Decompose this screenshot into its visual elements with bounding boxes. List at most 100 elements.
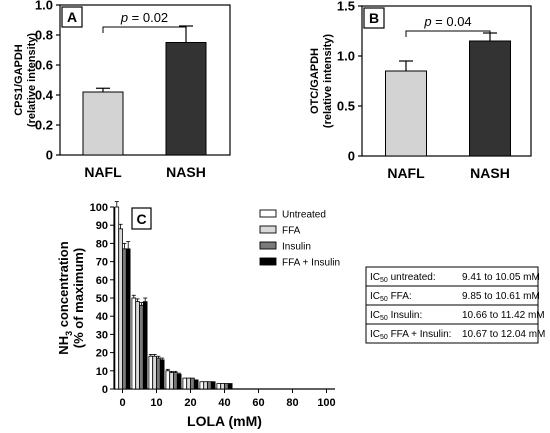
y-tick-label: 1.0 xyxy=(337,49,355,64)
bar-untreated-10 xyxy=(148,355,154,390)
x-category-label: NAFL xyxy=(387,165,425,181)
bar-insulin-10 xyxy=(156,357,161,390)
ic50-row-label: IC50 FFA: xyxy=(370,291,412,303)
bar-ffa-30 xyxy=(203,381,208,390)
ic50-row-value: 10.67 to 12.04 mM xyxy=(462,329,545,340)
ic50-row-value: 9.41 to 10.05 mM xyxy=(462,272,540,283)
ic50-row-box xyxy=(365,323,539,344)
y-axis-label-line1: CPS1/GAPDH xyxy=(13,44,25,116)
x-category-label: NASH xyxy=(166,164,206,180)
y-tick-label: 1.0 xyxy=(35,0,53,13)
legend-swatch xyxy=(259,225,277,234)
panel-letter: C xyxy=(136,211,146,227)
ic50-row-value: 9.85 to 10.61 mM xyxy=(462,291,540,302)
bar-ffa-insulin-30 xyxy=(210,381,216,390)
ic50-table: IC50 untreated: 9.41 to 10.05 mM IC50 FFA:… xyxy=(365,266,545,344)
y-tick-label: 50 xyxy=(96,293,108,305)
ic-row-name: Insulin: xyxy=(388,310,422,321)
p-value-text: = 0.04 xyxy=(432,14,472,29)
bar-ffa-insulin-0 xyxy=(125,248,131,390)
bar-untreated-20 xyxy=(182,377,188,390)
y-axis-label-line2: (relative intensity) xyxy=(322,34,334,128)
panel-letter: B xyxy=(369,10,379,26)
legend-label: Untreated xyxy=(282,210,326,221)
ic50-row-label: IC50 Insulin: xyxy=(370,310,422,322)
legend-label: FFA + Insulin xyxy=(282,258,340,269)
panel-b-chart: 0 0.5 1.0 1.5 OTC/GAPDH(relative intensity) N… xyxy=(309,0,532,181)
y-tick-label: 60 xyxy=(96,275,108,287)
ic-text: IC xyxy=(370,272,380,283)
plot-frame xyxy=(59,4,231,156)
x-tick-label: 80 xyxy=(286,397,298,409)
bar-nafl xyxy=(82,91,124,156)
legend-swatch xyxy=(259,257,277,266)
x-axis-label: LOLA (mM) xyxy=(187,413,262,429)
bar-insulin-30 xyxy=(207,381,212,390)
plot-frame xyxy=(361,5,532,157)
ic-subscript: 50 xyxy=(380,334,388,341)
bar-nash xyxy=(469,40,511,157)
bar-untreated-40 xyxy=(216,383,222,390)
x-tick-label: 40 xyxy=(218,397,230,409)
bar-ffa-10 xyxy=(152,355,157,390)
ic-text: IC xyxy=(370,291,380,302)
y-tick-label: 0.2 xyxy=(35,118,53,133)
ic-subscript: 50 xyxy=(380,296,388,303)
y-tick-label: 20 xyxy=(96,348,108,360)
p-symbol: p xyxy=(423,14,431,29)
y-tick-label: 70 xyxy=(96,257,108,269)
y-axis-label-line1: OTC/GAPDH xyxy=(309,48,321,114)
y-tick-label: 40 xyxy=(96,311,108,323)
bar-ffa-40 xyxy=(220,383,225,390)
bar-ffa-insulin-20 xyxy=(193,379,199,390)
y-axis-label-line2: (% of maximum) xyxy=(71,248,86,348)
y-axis-label: CPS1/GAPDH(relative intensity) xyxy=(13,33,38,127)
bar-ffa-insulin-5 xyxy=(142,301,148,390)
bar-insulin-5 xyxy=(139,304,144,390)
y-axis-label-subscript: 3 xyxy=(64,331,74,336)
bar-insulin-20 xyxy=(190,377,195,390)
y-tick-label: 30 xyxy=(96,329,108,341)
bar-untreated-30 xyxy=(199,381,205,390)
bar-ffa-20 xyxy=(186,377,191,390)
ic-text: IC xyxy=(370,310,380,321)
y-axis-label-rest: concentration xyxy=(56,241,71,331)
y-axis-label-nh: NH xyxy=(56,336,71,355)
bar-nash xyxy=(165,42,207,156)
y-tick-label: 100 xyxy=(90,202,108,214)
x-tick-label: 100 xyxy=(317,397,335,409)
p-symbol: p xyxy=(120,10,128,25)
bar-insulin-15 xyxy=(173,372,178,390)
ic50-row-label: IC50 FFA + Insulin: xyxy=(370,329,451,341)
y-tick-label: 80 xyxy=(96,238,108,250)
y-tick-label: 0.8 xyxy=(35,28,53,43)
x-tick-label: 10 xyxy=(150,397,162,409)
y-tick-label: 0.4 xyxy=(35,88,54,103)
x-category-label: NAFL xyxy=(84,164,122,180)
panel-a-chart: 0 0.2 0.4 0.6 0.8 1.0 CPS1/GAPDH(relative inte… xyxy=(13,0,231,180)
ic50-row-label: IC50 untreated: xyxy=(370,272,436,284)
bar-ffa-insulin-15 xyxy=(176,374,182,390)
bar-ffa-insulin-10 xyxy=(159,359,165,390)
bar-untreated-15 xyxy=(165,370,171,390)
y-tick-label: 0 xyxy=(46,148,53,163)
y-tick-label: 0 xyxy=(102,384,108,396)
y-tick-label: 0 xyxy=(348,149,355,164)
panel-c-legend: Untreated FFA Insulin FFA + Insulin xyxy=(259,210,340,269)
p-value-label: p = 0.04 xyxy=(423,14,471,29)
legend-label: FFA xyxy=(282,226,301,237)
ic-text: IC xyxy=(370,329,380,340)
panel-letter-box xyxy=(131,207,152,230)
y-axis-label-line2: (relative intensity) xyxy=(26,33,38,127)
ic50-row-value: 10.66 to 11.42 mM xyxy=(462,310,545,321)
y-tick-label: 10 xyxy=(96,366,108,378)
significance-bracket xyxy=(102,26,187,33)
y-axis-label: OTC/GAPDH(relative intensity) xyxy=(309,34,334,128)
ic-row-name: FFA + Insulin: xyxy=(388,329,452,340)
y-tick-label: 1.5 xyxy=(337,0,355,14)
bar-nafl xyxy=(385,70,427,157)
ic-subscript: 50 xyxy=(380,315,388,322)
bar-untreated-5 xyxy=(131,297,137,390)
